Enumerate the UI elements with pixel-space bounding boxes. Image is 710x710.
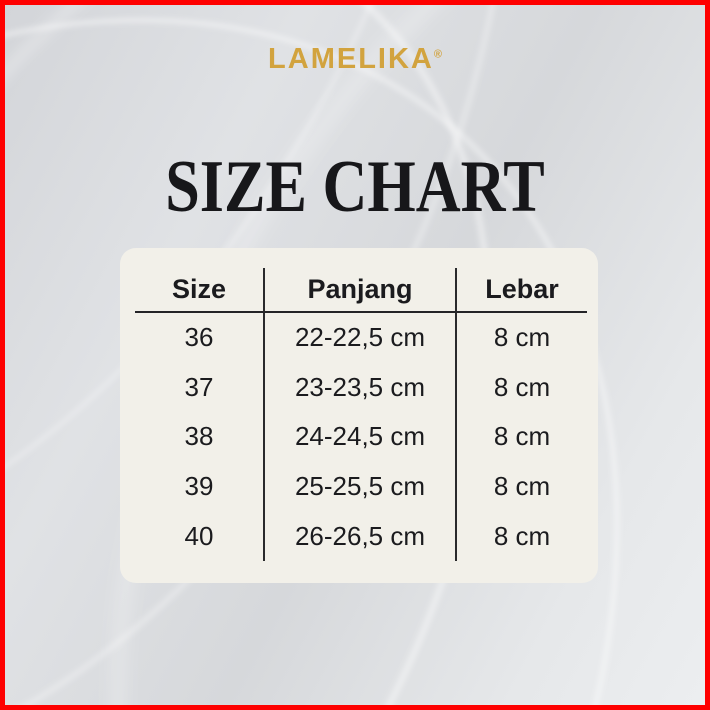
table-cell-lebar: 8 cm — [493, 471, 551, 502]
table-cell-panjang: 24-24,5 cm — [263, 412, 457, 462]
table-cell-size: 38 — [184, 421, 214, 452]
table-cell-panjang: 23-23,5 cm — [263, 362, 457, 413]
column-header-lebar: Lebar — [457, 268, 587, 313]
size-chart-card: Size Panjang Lebar 36 22-22,5 cm 8 cm 37… — [120, 248, 598, 583]
size-table: Size Panjang Lebar 36 22-22,5 cm 8 cm 37… — [135, 268, 587, 561]
table-cell-lebar: 8 cm — [493, 421, 551, 452]
column-header-panjang: Panjang — [263, 268, 457, 313]
table-cell-panjang: 25-25,5 cm — [263, 461, 457, 512]
registered-trademark-icon: ® — [433, 48, 442, 61]
brand-name: LAMELIKA — [268, 43, 434, 75]
table-cell-panjang: 22-22,5 cm — [263, 313, 457, 363]
table-cell-panjang: 26-26,5 cm — [263, 511, 457, 561]
table-cell-lebar: 8 cm — [493, 322, 551, 353]
table-cell-size: 39 — [184, 471, 214, 502]
brand-logo: LAMELIKA® — [5, 43, 705, 76]
table-cell-lebar: 8 cm — [493, 371, 551, 402]
table-cell-lebar: 8 cm — [493, 520, 551, 551]
table-cell-size: 36 — [184, 322, 214, 353]
page-title: SIZE CHART — [165, 146, 545, 228]
column-header-size: Size — [135, 268, 263, 313]
table-cell-size: 40 — [184, 520, 214, 551]
table-cell-size: 37 — [184, 371, 214, 402]
